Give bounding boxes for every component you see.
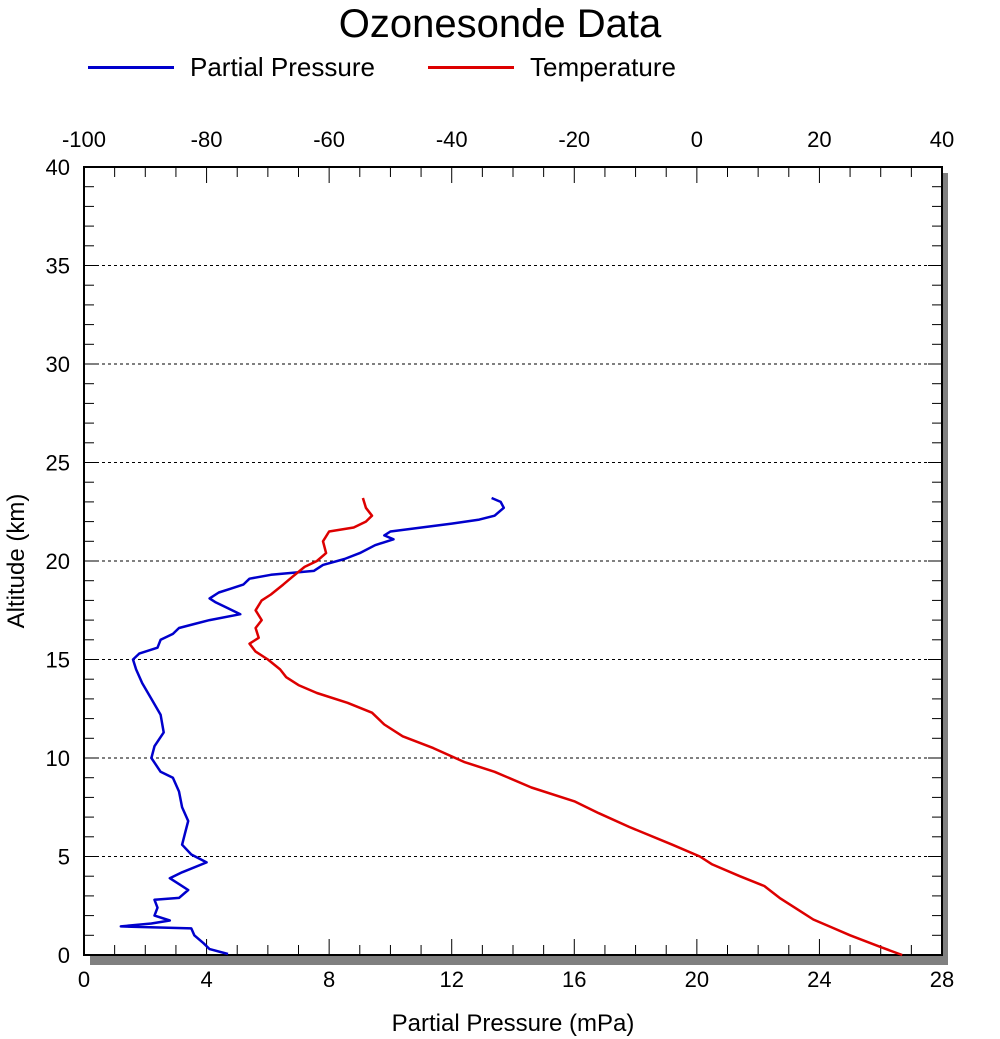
x2-tick-label: 40 [930,127,954,152]
chart-title: Ozonesonde Data [338,2,662,46]
x-tick-label: 8 [323,967,335,992]
x2-tick-label: -60 [313,127,345,152]
y-tick-label: 15 [46,648,70,673]
y-tick-label: 30 [46,352,70,377]
y-axis-title: Altitude (km) [3,494,30,629]
y-tick-label: 20 [46,549,70,574]
x2-tick-label: -20 [558,127,590,152]
x2-tick-label: 0 [691,127,703,152]
legend-label-partial-pressure: Partial Pressure [190,51,375,82]
legend-swatch-partial-pressure [88,65,174,69]
series-line-partial-pressure [119,496,506,956]
legend-item-partial-pressure: Partial Pressure [88,52,375,82]
x-tick-label: 4 [200,967,212,992]
legend-swatch-temperature [428,65,514,69]
grid-layer [84,265,942,857]
x2-tick-label: 20 [807,127,831,152]
y-tick-label: 10 [46,746,70,771]
x-tick-label: 20 [685,967,709,992]
y-tick-label: 5 [58,845,70,870]
x-tick-label: 28 [930,967,954,992]
x2-tick-label: -100 [62,127,106,152]
x2-tick-label: -40 [436,127,468,152]
x-tick-label: 0 [78,967,90,992]
legend-label-temperature: Temperature [530,51,676,82]
legend-item-temperature: Temperature [428,52,676,82]
x2-tick-label: -80 [191,127,223,152]
y-tick-label: 25 [46,451,70,476]
y-tick-label: 35 [46,254,70,279]
y-tick-label: 40 [46,155,70,180]
x-axis-title: Partial Pressure (mPa) [392,1010,635,1037]
series-line-temperature [248,497,903,957]
y-tick-label: 0 [58,943,70,968]
x-tick-label: 16 [562,967,586,992]
tick-layer: 0 5 10 15 20 25 30 35 40 0 4 8 12 16 20 24 28 -100 -80 -60 -… [46,127,955,992]
x-tick-label: 24 [807,967,831,992]
series-layer [119,496,903,957]
x-tick-label: 12 [439,967,463,992]
